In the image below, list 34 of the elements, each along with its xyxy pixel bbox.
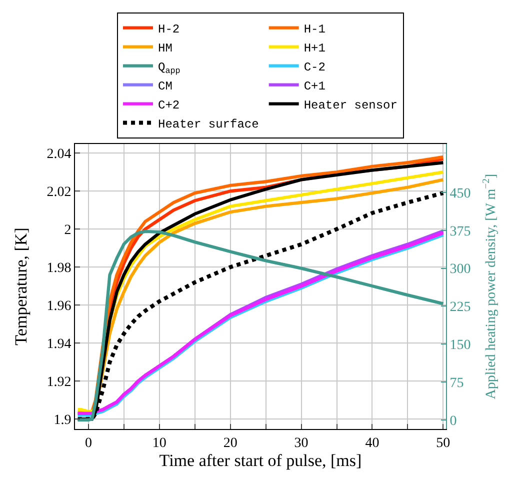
y-tick-label: 1.96	[46, 299, 72, 314]
legend-label: HM	[158, 41, 172, 56]
legend-label: C+1	[304, 79, 326, 94]
legend-label: Heater sensor	[304, 98, 398, 112]
x-tick-label: 40	[365, 436, 380, 451]
y2-tick-label: 150	[450, 338, 471, 354]
y2-tick-label: 375	[450, 224, 471, 240]
y2-tick-label: 75	[450, 376, 464, 391]
y2-tick-label: 450	[450, 186, 471, 202]
y2-tick-label: 300	[450, 262, 471, 278]
legend-label: C+2	[158, 98, 180, 112]
legend-label: CM	[158, 79, 172, 94]
x-tick-label: 20	[223, 436, 238, 451]
y-axis-title: Temperature, [K]	[11, 228, 30, 346]
x-tick-label: 50	[436, 436, 450, 451]
y-tick-label: 1.98	[46, 261, 72, 276]
y-tick-label: 2	[64, 223, 72, 238]
y-tick-label: 1.92	[46, 375, 72, 390]
x-tick-label: 0	[84, 436, 92, 451]
y-tick-label: 2.04	[46, 147, 72, 162]
legend-label: H+1	[304, 41, 326, 56]
legend-label: C-2	[304, 60, 326, 74]
legend-label: H-1	[304, 22, 326, 36]
legend-label: Q$_{app}$	[158, 60, 180, 76]
y-tick-label: 2.02	[46, 185, 72, 200]
y-tick-label: 1.94	[46, 337, 72, 352]
y2-tick-label: 0	[450, 414, 457, 429]
x-tick-label: 10	[152, 436, 166, 451]
y-tick-label: 1.9	[54, 413, 72, 428]
y2-tick-label: 225	[450, 300, 471, 316]
legend-label: Heater surface	[158, 117, 259, 132]
x-tick-label: 30	[294, 436, 308, 451]
legend-label: H-2	[158, 22, 180, 36]
x-axis-title: Time after start of pulse, [ms]	[159, 450, 362, 470]
